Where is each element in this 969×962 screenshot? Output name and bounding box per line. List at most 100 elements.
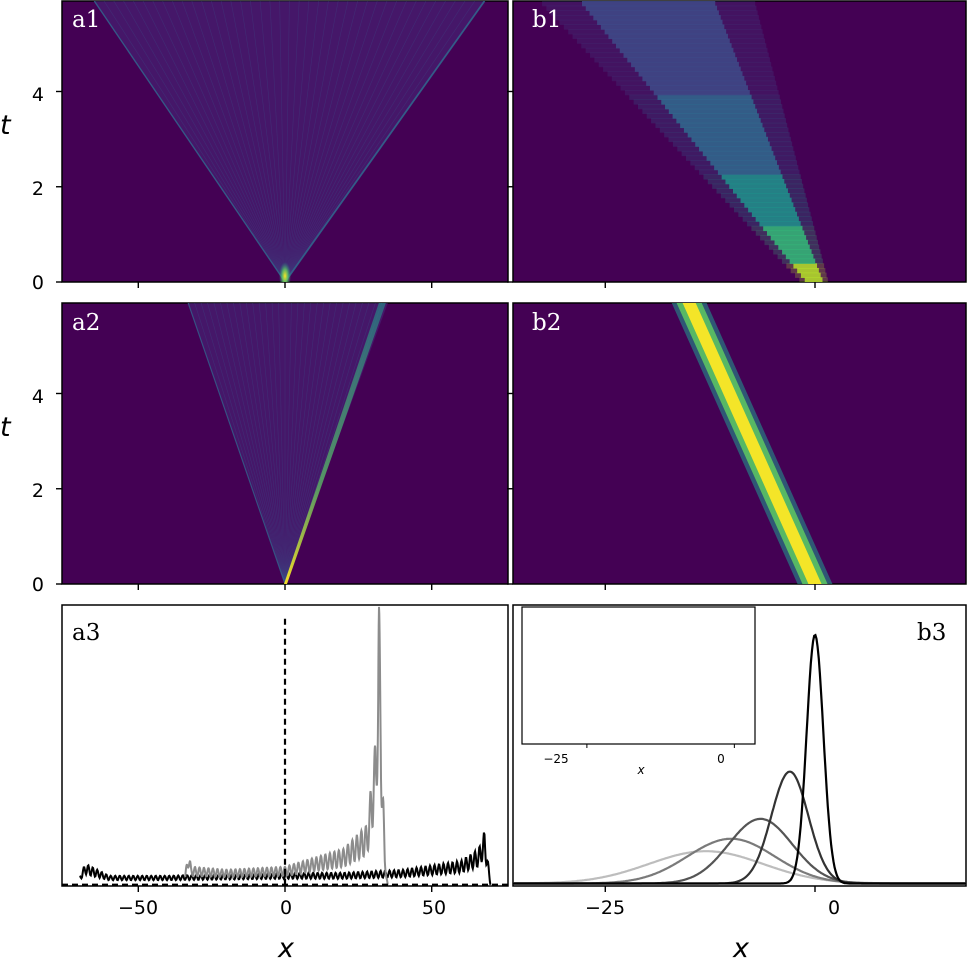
cone-ray-a1: [284, 1, 446, 282]
cone-ray-a1: [284, 1, 476, 282]
beam-halo-b1: [642, 108, 784, 114]
cone-ray-a1: [284, 1, 300, 282]
beam-slice-b1: [782, 249, 812, 255]
beam-slice-b1: [623, 52, 736, 58]
inset-frame: [521, 606, 756, 745]
cone-ray-a1: [284, 1, 378, 282]
beam-slice-b1: [665, 104, 756, 110]
beam-halo-b1: [581, 43, 767, 49]
beam-slice-b1: [699, 146, 772, 152]
beam-slice-b1: [789, 258, 816, 264]
beam-halo-b1: [555, 15, 759, 21]
beam-halo-b1: [655, 122, 788, 129]
panel-label-a2: a2: [72, 310, 100, 336]
beam-halo-b1: [751, 225, 815, 232]
cone-ray-a1: [220, 1, 286, 282]
ytick-a1-0: 0: [32, 272, 44, 294]
cone-ray-a1: [284, 1, 329, 282]
beam-slice-b1: [600, 24, 725, 30]
ylabel-t-top: t: [0, 110, 12, 141]
beam-slice-b1: [755, 216, 799, 222]
ytick-a1-4: 4: [32, 84, 44, 106]
beam-slice-b1: [793, 263, 818, 269]
beam-halo-b1: [594, 57, 770, 63]
cone-ray-a1: [181, 1, 286, 282]
beam-halo-b1: [760, 235, 817, 241]
beam-halo-b1: [790, 267, 826, 274]
cone-ray-a2: [213, 303, 286, 584]
ytick-a2-4: 4: [32, 386, 44, 408]
beam-slice-b1: [695, 141, 770, 147]
xtick-a3-m50: −50: [118, 897, 158, 919]
beam-slice-b1: [585, 5, 718, 11]
beam-halo-b1: [795, 272, 827, 278]
panel-label-a1: a1: [72, 7, 100, 33]
beam-slice-b1: [748, 207, 796, 213]
beam-slice-b1: [797, 267, 819, 274]
beam-halo-b1: [633, 99, 782, 105]
beam-halo-b1: [738, 211, 811, 218]
beam-halo-b1: [659, 127, 789, 133]
cone-ray-a2: [252, 303, 286, 584]
xlabel-left: x: [277, 933, 295, 962]
beam-slice-b1: [759, 221, 801, 227]
beam-halo-b1: [799, 277, 828, 282]
bright-ray-a2: [284, 303, 386, 584]
cone-ray-a2: [194, 303, 286, 584]
cone-ray-a2: [233, 303, 286, 584]
beam-halo-b1: [651, 118, 786, 124]
cone-ray-a2: [284, 303, 350, 584]
beam-slice-b1: [612, 38, 730, 44]
beam-slice-b1: [751, 211, 798, 218]
beam-halo-b1: [703, 174, 801, 180]
beam-halo-b1: [637, 104, 783, 110]
tick-marks: [56, 90, 816, 892]
cone-ray-a1: [269, 1, 286, 282]
cone-ray-a2: [284, 303, 299, 584]
cone-ray-a2: [200, 303, 286, 584]
beam-slice-b1: [721, 174, 783, 180]
cone-ray-a1: [284, 1, 358, 282]
beam-slice-b1: [729, 183, 787, 189]
cone-edge-left-a1: [93, 1, 286, 282]
beam-slice-b1: [668, 108, 758, 114]
cone-edge-left-a2: [187, 303, 286, 584]
beam-halo-b1: [572, 33, 764, 40]
cone-ray-a1: [142, 1, 286, 282]
cone-ray-a1: [279, 1, 286, 282]
beam-slice-b1: [766, 230, 805, 236]
beam-halo-b1: [542, 1, 756, 7]
cone-ray-a2: [207, 303, 286, 584]
cone-ray-a2: [284, 303, 325, 584]
beam-halo-b1: [672, 141, 793, 147]
cone-ray-a2: [239, 303, 286, 584]
cone-ray-a2: [284, 303, 318, 584]
beam-halo-b1: [576, 38, 766, 44]
beam-slice-b1: [649, 85, 748, 91]
cone-ray-a1: [284, 1, 339, 282]
beam-slice-b1: [676, 118, 761, 124]
beam-slice-b1: [770, 235, 807, 241]
beam-halo-b1: [550, 10, 758, 16]
cone-ray-a1: [103, 1, 286, 282]
cone-ray-a2: [284, 303, 344, 584]
beam-halo-b1: [786, 263, 825, 269]
cone-a1: [94, 1, 485, 282]
beam-halo-b1: [677, 146, 794, 152]
beam-slice-b1: [785, 253, 814, 260]
beam-slice-b1: [597, 19, 723, 26]
cone-ray-a1: [284, 1, 388, 282]
beam-halo-b1: [712, 183, 804, 189]
cone-ray-a1: [230, 1, 286, 282]
cone-ray-a2: [258, 303, 286, 584]
cone-ray-a1: [284, 1, 466, 282]
beam-halo-b1: [716, 188, 805, 194]
beam-slice-b1: [680, 122, 763, 129]
beam-halo-b1: [607, 71, 774, 77]
gaussian-b3-4: [513, 633, 966, 885]
beam-slice-b1: [627, 57, 738, 63]
cone-ray-a1: [284, 1, 319, 282]
beam-slice-b1: [657, 94, 752, 100]
heatmap-b2: [671, 303, 833, 584]
cone-ray-a2: [245, 303, 286, 584]
